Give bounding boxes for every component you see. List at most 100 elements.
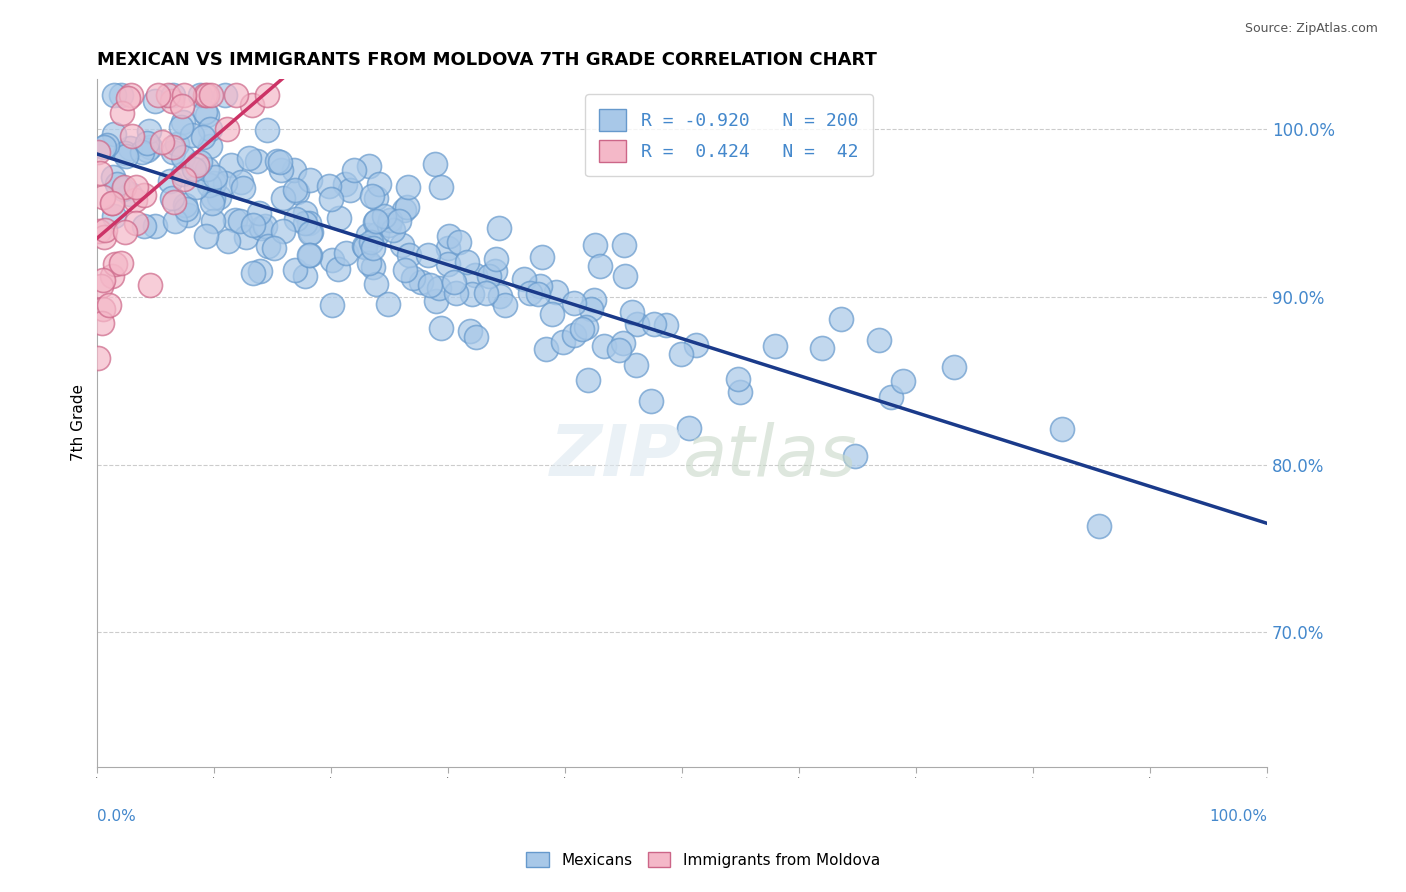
Point bbox=[118, 141, 141, 155]
Point bbox=[162, 88, 184, 103]
Point bbox=[183, 162, 205, 177]
Text: atlas: atlas bbox=[682, 423, 856, 491]
Text: MEXICAN VS IMMIGRANTS FROM MOLDOVA 7TH GRADE CORRELATION CHART: MEXICAN VS IMMIGRANTS FROM MOLDOVA 7TH G… bbox=[97, 51, 877, 69]
Point bbox=[257, 238, 280, 252]
Point bbox=[124, 180, 146, 194]
Point bbox=[437, 257, 460, 271]
Point bbox=[266, 153, 288, 168]
Point bbox=[195, 108, 218, 122]
Text: Source: ZipAtlas.com: Source: ZipAtlas.com bbox=[1244, 22, 1378, 36]
Point bbox=[112, 180, 135, 194]
Point bbox=[172, 114, 194, 128]
Point bbox=[197, 162, 219, 177]
Point bbox=[396, 180, 419, 194]
Point bbox=[388, 214, 411, 228]
Point bbox=[643, 317, 665, 331]
Point bbox=[202, 176, 225, 190]
Point bbox=[98, 298, 121, 312]
Point bbox=[575, 319, 598, 334]
Point bbox=[562, 296, 585, 310]
Point bbox=[163, 194, 186, 209]
Point bbox=[671, 346, 693, 360]
Y-axis label: 7th Grade: 7th Grade bbox=[72, 384, 86, 461]
Point bbox=[198, 178, 221, 193]
Point bbox=[425, 157, 447, 171]
Point bbox=[592, 339, 614, 353]
Point bbox=[430, 180, 453, 194]
Point bbox=[195, 88, 218, 103]
Point bbox=[138, 277, 160, 292]
Point bbox=[110, 106, 132, 120]
Point bbox=[335, 178, 357, 192]
Point bbox=[359, 256, 381, 270]
Point bbox=[101, 196, 124, 211]
Point bbox=[270, 162, 292, 177]
Point bbox=[624, 358, 647, 372]
Point bbox=[91, 317, 114, 331]
Point bbox=[613, 238, 636, 252]
Point bbox=[529, 279, 551, 293]
Point bbox=[100, 196, 122, 211]
Point bbox=[93, 223, 115, 237]
Point bbox=[285, 185, 308, 199]
Point bbox=[361, 189, 384, 203]
Point bbox=[273, 191, 295, 205]
Point bbox=[353, 240, 375, 254]
Point bbox=[181, 128, 204, 142]
Point bbox=[89, 166, 111, 180]
Point bbox=[256, 123, 278, 137]
Point bbox=[579, 301, 602, 316]
Point bbox=[162, 145, 184, 159]
Point bbox=[361, 241, 384, 255]
Point bbox=[217, 234, 239, 248]
Point bbox=[294, 269, 316, 284]
Point bbox=[103, 88, 125, 103]
Point bbox=[134, 219, 156, 233]
Point bbox=[456, 255, 478, 269]
Point bbox=[250, 220, 273, 235]
Point bbox=[198, 121, 221, 136]
Point bbox=[131, 145, 153, 160]
Point bbox=[298, 216, 321, 230]
Point bbox=[461, 287, 484, 301]
Point bbox=[249, 264, 271, 278]
Point bbox=[201, 191, 224, 205]
Text: ZIP: ZIP bbox=[550, 423, 682, 491]
Point bbox=[582, 293, 605, 307]
Point bbox=[89, 224, 111, 238]
Point bbox=[198, 139, 221, 153]
Point bbox=[160, 94, 183, 108]
Point bbox=[640, 393, 662, 408]
Point bbox=[177, 208, 200, 222]
Point bbox=[437, 241, 460, 255]
Text: 0.0%: 0.0% bbox=[97, 808, 136, 823]
Point bbox=[285, 211, 308, 226]
Point bbox=[96, 138, 118, 153]
Point bbox=[321, 193, 343, 207]
Point bbox=[173, 198, 195, 212]
Point bbox=[136, 136, 159, 150]
Point bbox=[229, 175, 252, 189]
Point bbox=[366, 277, 388, 291]
Point bbox=[114, 146, 136, 161]
Point bbox=[157, 88, 180, 103]
Point bbox=[139, 140, 162, 154]
Point bbox=[103, 169, 125, 184]
Point bbox=[194, 105, 217, 120]
Point bbox=[363, 215, 385, 229]
Point bbox=[86, 145, 108, 159]
Point bbox=[449, 235, 471, 250]
Point bbox=[101, 268, 124, 283]
Point bbox=[135, 144, 157, 158]
Point bbox=[299, 248, 322, 262]
Point bbox=[299, 173, 322, 187]
Point bbox=[394, 263, 416, 277]
Point bbox=[488, 221, 510, 235]
Point bbox=[284, 263, 307, 277]
Point bbox=[321, 252, 343, 267]
Point bbox=[364, 191, 387, 205]
Point bbox=[294, 206, 316, 220]
Point bbox=[353, 239, 375, 253]
Point bbox=[263, 242, 285, 256]
Point bbox=[444, 285, 467, 300]
